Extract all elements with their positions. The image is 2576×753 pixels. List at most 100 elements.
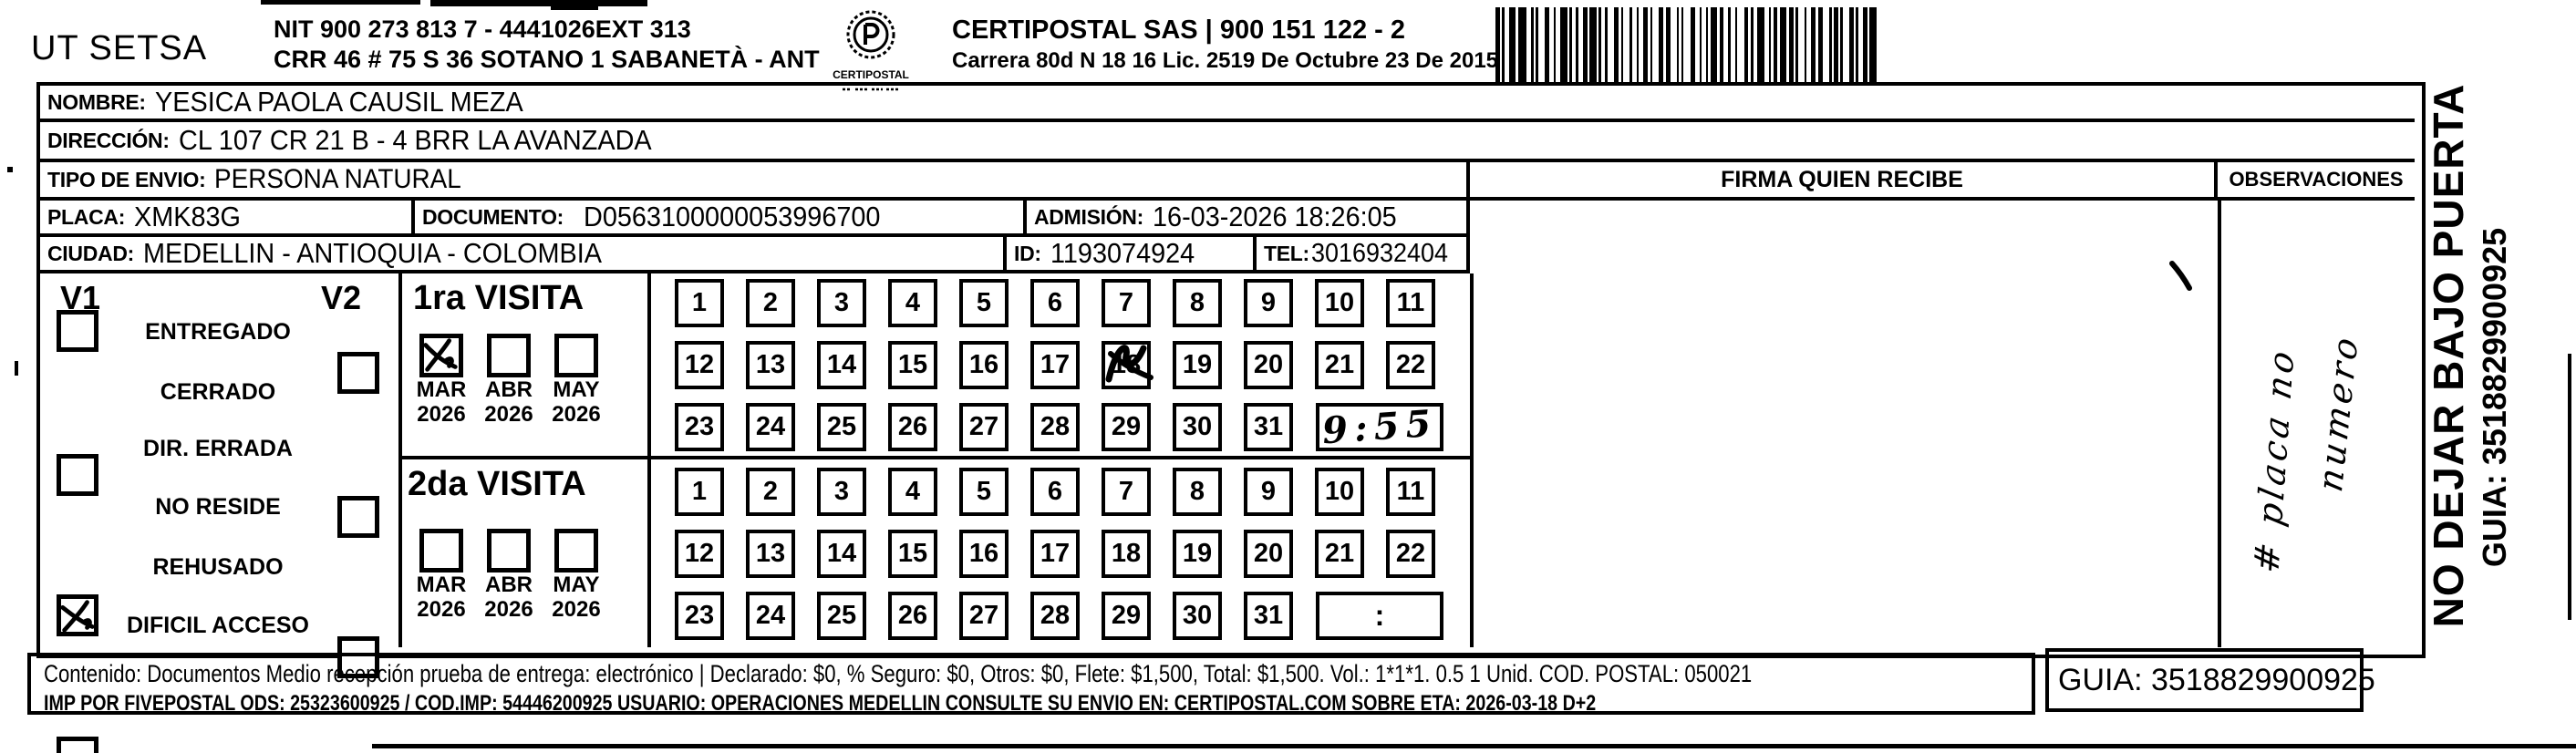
year-label: 2026 [552,402,601,427]
day-24-checkbox[interactable]: 24 [746,592,795,640]
day-14-checkbox[interactable]: 14 [817,530,866,578]
day-6-checkbox[interactable]: 6 [1030,279,1080,327]
day-5-checkbox[interactable]: 5 [959,279,1009,327]
day-21-checkbox[interactable]: 21 [1315,341,1364,389]
first-visit-may-checkbox[interactable] [554,334,598,377]
second-visit-abr-checkbox[interactable] [487,529,531,572]
day-23-checkbox[interactable]: 23 [675,403,724,451]
scan-artifact-dash [15,361,18,376]
day-9-checkbox[interactable]: 9 [1244,468,1293,516]
day-16-checkbox[interactable]: 16 [959,341,1009,389]
signature-area[interactable] [1470,201,2221,647]
day-7-checkbox[interactable]: 7 [1102,279,1151,327]
day-26-checkbox[interactable]: 26 [888,403,937,451]
day-19-checkbox[interactable]: 19 [1173,341,1222,389]
day-28-checkbox[interactable]: 28 [1030,403,1080,451]
month-column: MAY 2026 [544,334,608,427]
day-27-checkbox[interactable]: 27 [959,403,1009,451]
day-31-checkbox[interactable]: 31 [1244,403,1293,451]
day-3-checkbox[interactable]: 3 [817,279,866,327]
day-28-checkbox[interactable]: 28 [1030,592,1080,640]
cerrado-v1-checkbox[interactable] [57,454,98,496]
second-visit-time-box[interactable]: : [1316,592,1443,640]
day-17-checkbox[interactable]: 17 [1030,530,1080,578]
day-2-checkbox[interactable]: 2 [746,468,795,516]
day-4-checkbox[interactable]: 4 [888,468,937,516]
dir-errada-v1-checkbox[interactable] [57,594,98,636]
day-29-checkbox[interactable]: 29 [1102,592,1151,640]
day-1-checkbox[interactable]: 1 [675,279,724,327]
entregado-v1-checkbox[interactable] [57,310,98,352]
company-name-line: CERTIPOSTAL SAS | 900 151 122 - 2 [952,15,1406,45]
day-26-checkbox[interactable]: 26 [888,592,937,640]
status-panel: V1 V2 ENTREGADO CERRADO DIR. ERRADA NO R… [40,273,402,753]
day-12-checkbox[interactable]: 12 [675,530,724,578]
day-30-checkbox[interactable]: 30 [1173,592,1222,640]
first-visit-mar-checkbox[interactable] [419,334,463,377]
day-16-checkbox[interactable]: 16 [959,530,1009,578]
day-31-checkbox[interactable]: 31 [1244,592,1293,640]
day-10-checkbox[interactable]: 10 [1315,279,1364,327]
day-17-checkbox[interactable]: 17 [1030,341,1080,389]
no-reside-v1-checkbox[interactable] [57,737,98,753]
day-7-checkbox[interactable]: 7 [1102,468,1151,516]
day-19-checkbox[interactable]: 19 [1173,530,1222,578]
day-11-checkbox[interactable]: 11 [1386,279,1435,327]
day-2-checkbox[interactable]: 2 [746,279,795,327]
imp-line: IMP POR FIVEPOSTAL ODS: 25323600925 / CO… [44,691,1597,716]
first-visit-abr-checkbox[interactable] [487,334,531,377]
handwritten-time: 9:55 [1320,401,1439,453]
day-3-checkbox[interactable]: 3 [817,468,866,516]
day-27-checkbox[interactable]: 27 [959,592,1009,640]
day-29-checkbox[interactable]: 29 [1102,403,1151,451]
placa-cell: PLACA: XMK83G [40,201,415,237]
day-row: 12 13 14 15 16 17 18 19 20 21 22 [675,341,1435,389]
day-23-checkbox[interactable]: 23 [675,592,724,640]
day-13-checkbox[interactable]: 13 [746,341,795,389]
day-4-checkbox[interactable]: 4 [888,279,937,327]
day-22-checkbox[interactable]: 22 [1386,341,1435,389]
v2-column-header: V2 [321,279,362,316]
day-9-checkbox[interactable]: 9 [1244,279,1293,327]
day-20-checkbox[interactable]: 20 [1244,341,1293,389]
day-18-checkbox[interactable]: 18 [1102,530,1151,578]
day-13-checkbox[interactable]: 13 [746,530,795,578]
second-visit-may-checkbox[interactable] [554,529,598,572]
first-visit-time-box[interactable]: 9:55 [1316,401,1443,453]
day-8-checkbox[interactable]: 8 [1173,279,1222,327]
day-25-checkbox[interactable]: 25 [817,592,866,640]
day-14-checkbox[interactable]: 14 [817,341,866,389]
day-12-checkbox[interactable]: 12 [675,341,724,389]
tipo-envio-label: TIPO DE ENVIO: [47,167,206,191]
day-15-checkbox[interactable]: 15 [888,341,937,389]
day-24-checkbox[interactable]: 24 [746,403,795,451]
scan-artifact-top [551,0,598,10]
month-column: ABR 2026 [477,334,541,427]
first-visit-months: MAR 2026 ABR 2026 MAY 2026 [409,334,608,427]
documento-label: DOCUMENTO: [422,204,564,229]
entregado-v2-checkbox[interactable] [337,352,379,394]
nombre-value: YESICA PAOLA CAUSIL MEZA [154,86,523,118]
day-15-checkbox[interactable]: 15 [888,530,937,578]
second-visit-mar-checkbox[interactable] [419,529,463,572]
cerrado-v2-checkbox[interactable] [337,496,379,538]
status-label: DIR. ERRADA [143,436,293,461]
ciudad-label: CIUDAD: [47,241,134,265]
day-row: 1 2 3 4 5 6 7 8 9 10 11 [675,279,1435,327]
day-11-checkbox[interactable]: 11 [1386,468,1435,516]
day-22-checkbox[interactable]: 22 [1386,530,1435,578]
day-5-checkbox[interactable]: 5 [959,468,1009,516]
day-8-checkbox[interactable]: 8 [1173,468,1222,516]
second-visit-month-cell: 2da VISITA MAR 2026 ABR 2026 MAY 2026 [398,456,651,647]
day-25-checkbox[interactable]: 25 [817,403,866,451]
sender-address-block: NIT 900 273 813 7 - 4441026EXT 313 CRR 4… [274,15,820,75]
day-10-checkbox[interactable]: 10 [1315,468,1364,516]
day-20-checkbox[interactable]: 20 [1244,530,1293,578]
certipostal-logo: CERTIPOSTAL [832,9,910,98]
day-30-checkbox[interactable]: 30 [1173,403,1222,451]
day-1-checkbox[interactable]: 1 [675,468,724,516]
dir-errada-v2-checkbox[interactable] [337,636,379,678]
day-21-checkbox[interactable]: 21 [1315,530,1364,578]
month-column: ABR 2026 [477,529,541,622]
day-6-checkbox[interactable]: 6 [1030,468,1080,516]
